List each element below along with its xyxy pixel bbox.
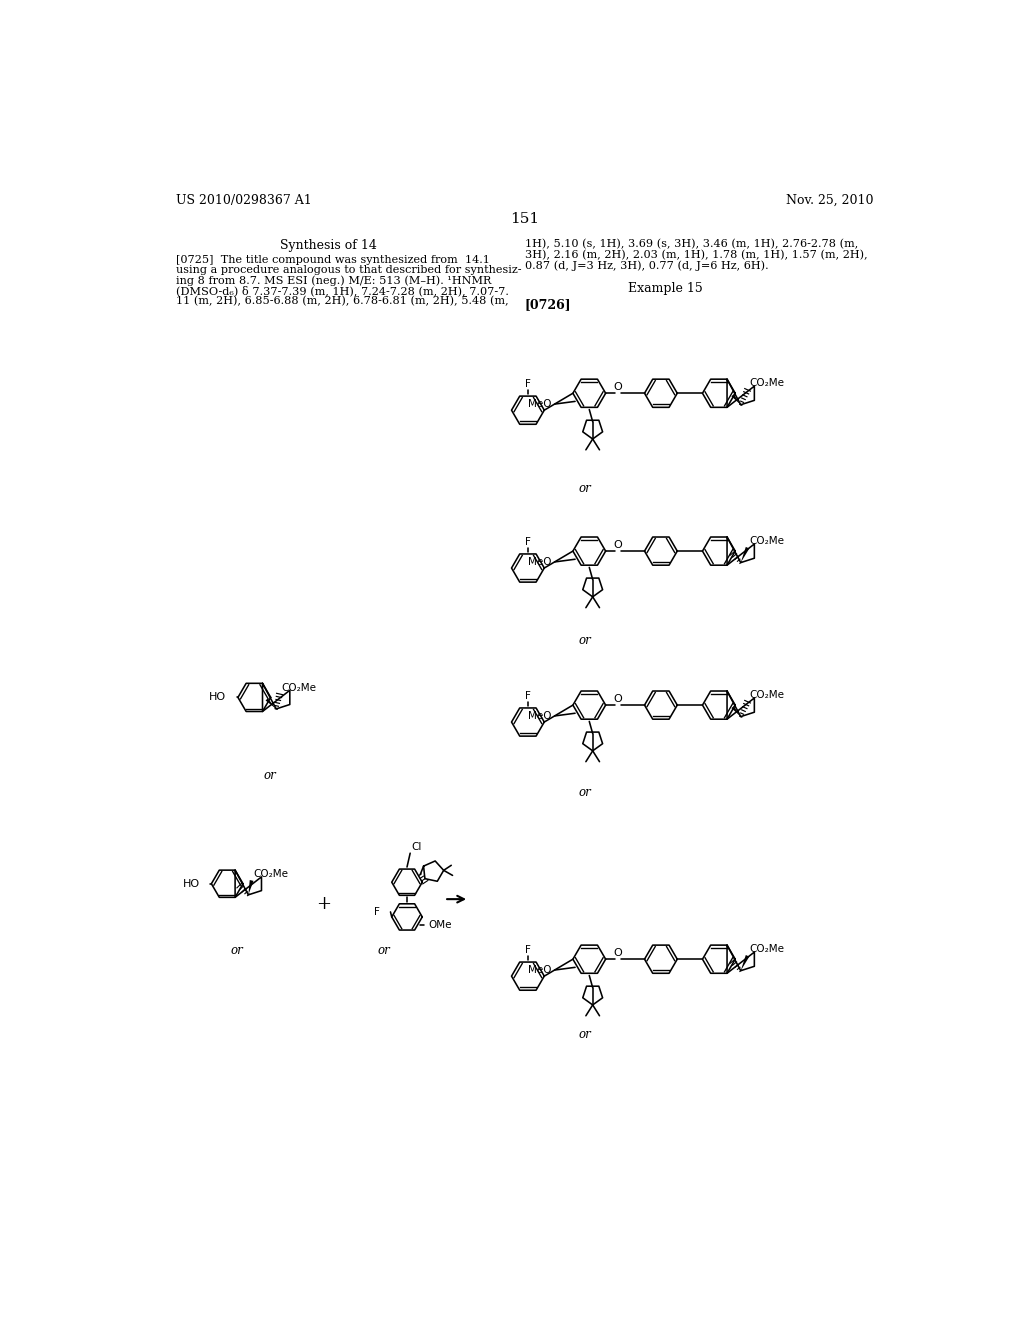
Text: CO₂Me: CO₂Me	[749, 536, 784, 546]
Text: US 2010/0298367 A1: US 2010/0298367 A1	[176, 194, 311, 207]
Text: Synthesis of 14: Synthesis of 14	[280, 239, 377, 252]
Text: or: or	[263, 770, 276, 781]
Text: [0725]  The title compound was synthesized from  14.1: [0725] The title compound was synthesize…	[176, 255, 489, 264]
Text: Cl: Cl	[412, 842, 422, 851]
Text: F: F	[525, 945, 530, 956]
Text: 11 (m, 2H), 6.85-6.88 (m, 2H), 6.78-6.81 (m, 2H), 5.48 (m,: 11 (m, 2H), 6.85-6.88 (m, 2H), 6.78-6.81…	[176, 296, 509, 306]
Text: CO₂Me: CO₂Me	[253, 869, 288, 879]
Text: ing 8 from 8.7. MS ESI (neg.) M/E: 513 (M–H). ¹HNMR: ing 8 from 8.7. MS ESI (neg.) M/E: 513 (…	[176, 276, 492, 286]
Text: F: F	[375, 907, 380, 917]
Text: or: or	[579, 635, 592, 647]
Polygon shape	[731, 706, 740, 717]
Text: or: or	[230, 944, 243, 957]
Text: MeO: MeO	[528, 557, 552, 568]
Text: 3H), 2.16 (m, 2H), 2.03 (m, 1H), 1.78 (m, 1H), 1.57 (m, 2H),: 3H), 2.16 (m, 2H), 2.03 (m, 1H), 1.78 (m…	[524, 249, 867, 260]
Polygon shape	[265, 698, 276, 709]
Text: 0.87 (d, J=3 Hz, 3H), 0.77 (d, J=6 Hz, 6H).: 0.87 (d, J=3 Hz, 3H), 0.77 (d, J=6 Hz, 6…	[524, 260, 768, 271]
Text: or: or	[579, 785, 592, 799]
Text: HO: HO	[209, 693, 225, 702]
Text: MeO: MeO	[528, 399, 552, 409]
Text: O: O	[613, 381, 623, 392]
Text: Example 15: Example 15	[629, 281, 703, 294]
Text: CO₂Me: CO₂Me	[749, 379, 784, 388]
Text: O: O	[613, 540, 623, 549]
Polygon shape	[249, 880, 254, 895]
Text: CO₂Me: CO₂Me	[749, 690, 784, 701]
Text: +: +	[315, 895, 331, 912]
Text: Nov. 25, 2010: Nov. 25, 2010	[786, 194, 873, 207]
Text: using a procedure analogous to that described for synthesiz-: using a procedure analogous to that desc…	[176, 265, 521, 275]
Text: or: or	[579, 1028, 592, 1041]
Text: or: or	[579, 482, 592, 495]
Text: 151: 151	[510, 213, 540, 226]
Text: MeO: MeO	[528, 965, 552, 975]
Polygon shape	[740, 954, 750, 970]
Polygon shape	[740, 546, 750, 562]
Text: or: or	[378, 944, 390, 957]
Text: CO₂Me: CO₂Me	[749, 944, 784, 954]
Text: OMe: OMe	[429, 920, 453, 929]
Text: F: F	[525, 379, 530, 389]
Text: 1H), 5.10 (s, 1H), 3.69 (s, 3H), 3.46 (m, 1H), 2.76-2.78 (m,: 1H), 5.10 (s, 1H), 3.69 (s, 3H), 3.46 (m…	[524, 239, 858, 249]
Polygon shape	[731, 395, 740, 405]
Text: O: O	[613, 948, 623, 958]
Text: F: F	[525, 692, 530, 701]
Text: MeO: MeO	[528, 711, 552, 721]
Text: (DMSO-d₆) δ 7.37-7.39 (m, 1H), 7.24-7.28 (m, 2H), 7.07-7.: (DMSO-d₆) δ 7.37-7.39 (m, 1H), 7.24-7.28…	[176, 286, 509, 297]
Text: O: O	[613, 694, 623, 704]
Text: [0726]: [0726]	[524, 298, 571, 312]
Text: F: F	[525, 537, 530, 546]
Text: CO₂Me: CO₂Me	[281, 682, 316, 693]
Text: HO: HO	[182, 879, 200, 888]
